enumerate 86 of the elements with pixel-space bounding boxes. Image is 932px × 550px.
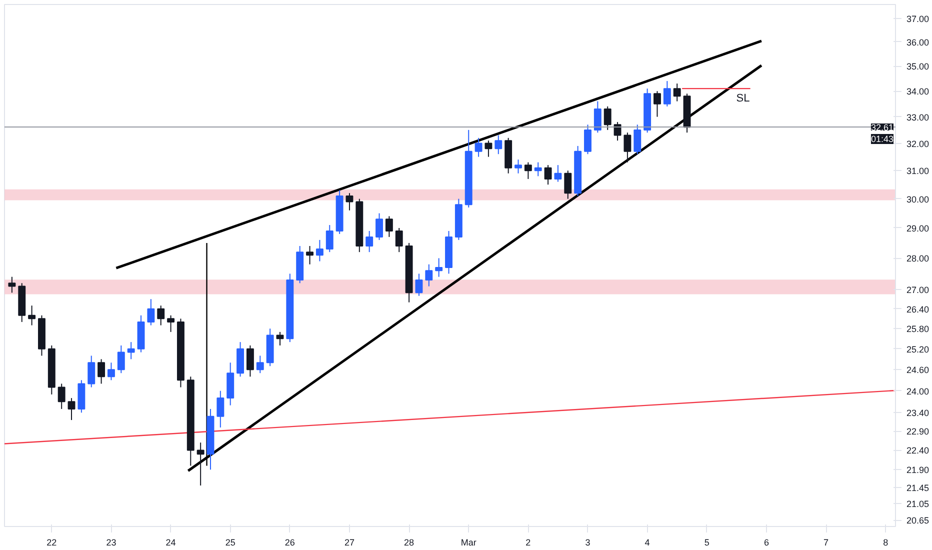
candlestick xyxy=(604,106,612,130)
x-tick-label: 6 xyxy=(764,538,769,548)
x-tick-label: Mar xyxy=(460,538,476,548)
candlestick xyxy=(366,230,374,253)
y-tick-label: 29.00 xyxy=(906,223,930,234)
candlestick xyxy=(474,137,482,158)
y-tick-label: 22.40 xyxy=(906,446,930,456)
y-tick-label: 34.00 xyxy=(906,86,930,97)
candlestick xyxy=(534,162,542,177)
candlestick xyxy=(346,192,354,211)
candlestick xyxy=(494,134,502,155)
y-tick-label: 33.00 xyxy=(906,112,930,122)
y-tick-label: 31.00 xyxy=(906,166,930,176)
candlestick xyxy=(376,212,383,240)
y-tick-label: 28.00 xyxy=(906,254,930,264)
candlestick xyxy=(524,162,532,180)
x-tick-label: 23 xyxy=(106,538,116,548)
candlestick xyxy=(663,80,671,107)
ref-line-label: 32.61 xyxy=(870,122,894,133)
candlestick xyxy=(634,124,642,155)
candlestick xyxy=(584,124,592,155)
x-tick-label: 22 xyxy=(46,538,57,548)
x-tick-label: 24 xyxy=(166,538,176,548)
candlestick xyxy=(196,442,204,486)
x-tick-label: 3 xyxy=(585,538,590,548)
candlestick xyxy=(8,276,16,294)
y-tick-label: 21.05 xyxy=(906,499,930,510)
candlestick xyxy=(246,344,254,378)
y-tick-label: 30.00 xyxy=(906,194,930,204)
candlestick xyxy=(127,342,135,360)
candlestick xyxy=(673,83,681,102)
candlestick xyxy=(167,314,175,332)
y-tick-label: 24.60 xyxy=(906,365,930,376)
x-tick-label: 27 xyxy=(344,538,354,548)
candlestick xyxy=(484,140,492,158)
y-tick-label: 36.00 xyxy=(906,37,930,48)
candlestick xyxy=(157,305,165,326)
x-tick-label: 5 xyxy=(704,538,710,548)
y-tick-label: 26.40 xyxy=(906,304,930,314)
candlestick xyxy=(395,227,403,253)
candlestick xyxy=(117,344,125,374)
candlestick xyxy=(415,273,423,296)
x-tick-label: 25 xyxy=(225,538,236,548)
candlestick xyxy=(544,164,552,186)
x-tick-label: 8 xyxy=(883,538,888,548)
candlestick xyxy=(514,159,522,174)
candlestick xyxy=(306,245,314,265)
x-tick-label: 4 xyxy=(644,538,650,548)
y-tick-label: 21.45 xyxy=(906,483,930,494)
y-tick-label: 35.00 xyxy=(906,62,930,72)
candlestick xyxy=(624,132,632,163)
candlestick xyxy=(147,298,155,326)
y-tick-label: 20.65 xyxy=(906,516,930,526)
candlestick xyxy=(107,362,115,381)
y-tick-label: 22.90 xyxy=(906,426,930,437)
series-label: SL xyxy=(736,92,750,105)
candlestick xyxy=(435,258,443,278)
y-tick-label: 25.80 xyxy=(906,324,930,334)
candlestick xyxy=(654,90,661,118)
candlestick xyxy=(564,170,572,200)
annotation: 01:43 xyxy=(870,134,894,144)
candlestick xyxy=(58,383,66,410)
candlestick xyxy=(316,239,324,262)
candlestick xyxy=(594,100,602,134)
candlestick xyxy=(554,164,562,182)
candlestick xyxy=(614,122,622,142)
candlestick xyxy=(256,355,264,374)
y-tick-label: 27.00 xyxy=(906,284,930,295)
candlestick xyxy=(68,398,76,421)
candlestick xyxy=(28,305,36,326)
y-tick-label: 25.20 xyxy=(906,344,930,354)
candlestick xyxy=(385,216,393,238)
candlestick xyxy=(88,355,96,388)
x-tick-label: 2 xyxy=(526,538,531,548)
x-tick-label: 26 xyxy=(284,538,295,548)
x-tick-label: 7 xyxy=(824,538,829,548)
candlestick xyxy=(98,358,106,384)
y-tick-label: 37.00 xyxy=(906,14,930,24)
x-tick-label: 28 xyxy=(404,538,414,548)
y-tick-label: 23.40 xyxy=(906,408,930,418)
y-tick-label: 21.90 xyxy=(906,465,930,476)
y-tick-label: 24.00 xyxy=(906,386,930,396)
y-tick-label: 32.00 xyxy=(906,138,930,149)
candlestick xyxy=(425,264,433,287)
candlestick xyxy=(216,390,224,428)
candlestick xyxy=(326,224,334,253)
